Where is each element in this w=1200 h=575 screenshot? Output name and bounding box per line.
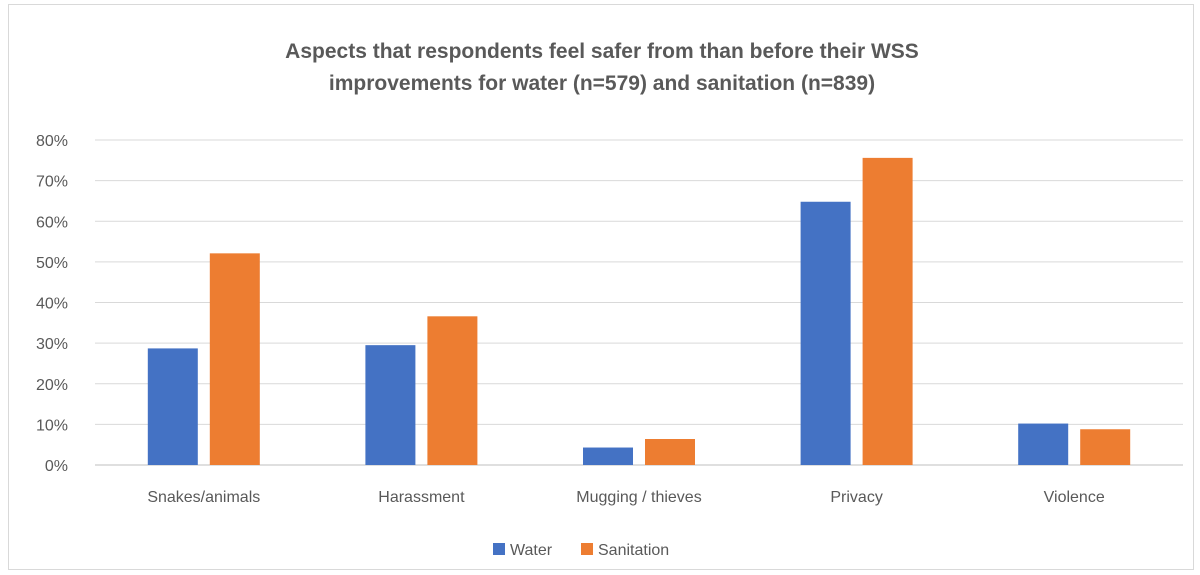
legend-swatch-sanitation (581, 543, 593, 555)
bar-sanitation (209, 253, 260, 465)
legend-swatch-water (493, 543, 505, 555)
bar-water (583, 447, 633, 465)
y-tick-label: 80% (36, 133, 68, 150)
bar-sanitation (862, 157, 913, 465)
bar-water (800, 201, 851, 465)
chart-title-line-1: Aspects that respondents feel safer from… (285, 40, 919, 63)
bars (147, 157, 1131, 465)
x-category-label: Mugging / thieves (576, 489, 701, 506)
y-tick-label: 0% (45, 458, 68, 475)
gridlines (95, 139, 1183, 466)
bar-water (147, 348, 198, 465)
y-tick-label: 60% (36, 214, 68, 231)
x-category-label: Violence (1044, 489, 1105, 506)
y-tick-label: 50% (36, 255, 68, 272)
x-category-label: Harassment (378, 489, 465, 506)
bar-sanitation (1080, 429, 1131, 465)
legend-label-sanitation: Sanitation (598, 542, 669, 559)
chart-title-line-2: improvements for water (n=579) and sanit… (329, 72, 875, 95)
bar-sanitation (427, 316, 478, 465)
y-tick-label: 30% (36, 336, 68, 353)
legend: Water Sanitation (493, 542, 669, 559)
bar-sanitation (645, 439, 695, 465)
y-tick-label: 70% (36, 174, 68, 191)
y-axis-tick-labels: 0% 10% 20% 30% 40% 50% 60% 70% 80% (36, 133, 68, 475)
x-axis-category-labels: Snakes/animals Harassment Mugging / thieve… (147, 489, 1105, 506)
y-tick-label: 20% (36, 377, 68, 394)
bar-water (1018, 423, 1069, 465)
chart-frame: Aspects that respondents feel safer from… (8, 4, 1194, 570)
y-tick-label: 10% (36, 417, 68, 434)
bar-water (365, 345, 416, 465)
bar-chart: Aspects that respondents feel safer from… (36, 40, 1183, 559)
x-category-label: Snakes/animals (147, 489, 260, 506)
legend-label-water: Water (510, 542, 553, 559)
x-category-label: Privacy (830, 489, 882, 506)
y-tick-label: 40% (36, 296, 68, 313)
